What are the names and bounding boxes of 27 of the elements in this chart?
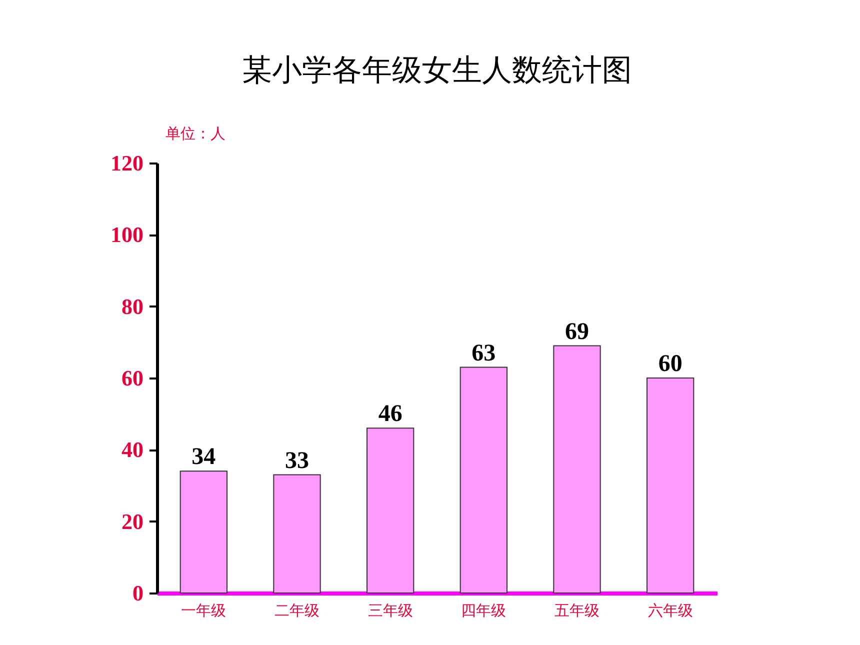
y-tick-label: 100 xyxy=(110,222,144,248)
data-label: 60 xyxy=(658,351,682,377)
data-label: 63 xyxy=(472,340,496,366)
y-tick-label: 120 xyxy=(110,150,144,176)
x-tick-label: 二年级 xyxy=(274,602,320,620)
bar xyxy=(646,378,694,594)
y-axis-title: 单位：人 xyxy=(166,124,226,142)
x-tick-label: 四年级 xyxy=(461,602,506,620)
x-tick-label: 三年级 xyxy=(368,602,413,620)
y-tick-label: 80 xyxy=(122,294,144,319)
data-label: 46 xyxy=(378,401,402,428)
bar xyxy=(180,470,228,594)
x-tick-label: 五年级 xyxy=(554,602,600,620)
data-label: 69 xyxy=(565,318,589,345)
bar xyxy=(273,474,321,594)
y-tick-label: 40 xyxy=(122,437,144,462)
y-tick-label: 20 xyxy=(122,508,144,534)
bar xyxy=(366,428,414,594)
chart-title: 某小学各年级女生人数统计图 xyxy=(242,53,632,88)
bar xyxy=(460,366,508,594)
data-label: 34 xyxy=(192,444,216,470)
y-tick-label: 60 xyxy=(122,366,144,390)
x-tick-label: 六年级 xyxy=(648,602,693,620)
data-label: 33 xyxy=(285,448,309,474)
bar xyxy=(553,345,601,594)
x-tick-label: 一年级 xyxy=(181,602,226,620)
y-tick-label: 0 xyxy=(132,580,144,606)
